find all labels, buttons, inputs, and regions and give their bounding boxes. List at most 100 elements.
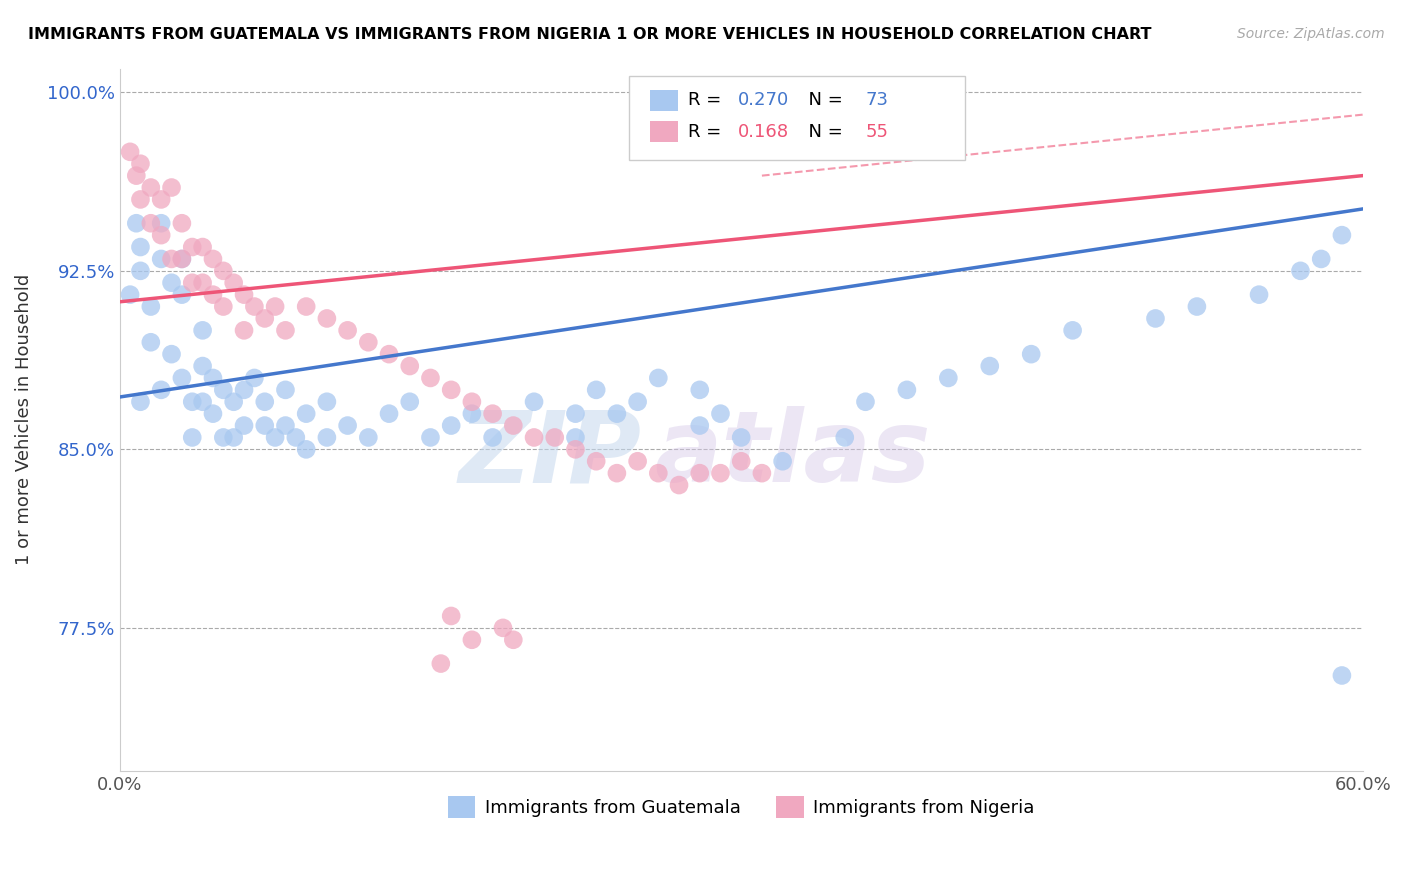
Point xyxy=(139,180,162,194)
Point xyxy=(125,169,148,183)
Point xyxy=(419,371,441,385)
Y-axis label: 1 or more Vehicles in Household: 1 or more Vehicles in Household xyxy=(15,274,32,566)
Point xyxy=(139,335,162,350)
Point xyxy=(274,418,297,433)
Point xyxy=(1330,668,1353,682)
Point xyxy=(1185,300,1208,314)
Point xyxy=(274,383,297,397)
Point xyxy=(564,407,586,421)
Point xyxy=(139,216,162,230)
Point xyxy=(212,430,235,444)
Point xyxy=(212,264,235,278)
Point xyxy=(626,454,648,468)
Point xyxy=(139,300,162,314)
Point xyxy=(1019,347,1042,361)
Point xyxy=(316,394,339,409)
Point xyxy=(419,430,441,444)
Point xyxy=(212,383,235,397)
Point xyxy=(461,632,484,647)
Text: 55: 55 xyxy=(866,123,889,141)
Point xyxy=(222,276,245,290)
Point xyxy=(201,371,224,385)
Point xyxy=(689,466,711,480)
Point xyxy=(1330,228,1353,243)
Point xyxy=(150,216,173,230)
Point xyxy=(243,300,266,314)
Point xyxy=(233,418,256,433)
Point xyxy=(120,145,142,159)
Text: N =: N = xyxy=(797,91,849,109)
Legend: Immigrants from Guatemala, Immigrants from Nigeria: Immigrants from Guatemala, Immigrants fr… xyxy=(441,789,1042,825)
Text: 73: 73 xyxy=(866,91,889,109)
Text: R =: R = xyxy=(688,123,727,141)
Point xyxy=(181,430,204,444)
Point xyxy=(274,323,297,337)
Point xyxy=(689,418,711,433)
Point xyxy=(440,383,463,397)
Point xyxy=(709,466,731,480)
Point xyxy=(295,407,318,421)
Point xyxy=(834,430,856,444)
Point xyxy=(544,430,567,444)
Text: atlas: atlas xyxy=(654,406,931,503)
Point xyxy=(430,657,453,671)
Point xyxy=(253,311,276,326)
Point xyxy=(378,407,401,421)
Point xyxy=(896,383,918,397)
Point xyxy=(357,430,380,444)
Point xyxy=(316,430,339,444)
Point xyxy=(564,430,586,444)
Point xyxy=(170,371,193,385)
Point xyxy=(191,276,214,290)
Point xyxy=(751,466,773,480)
Point xyxy=(191,394,214,409)
Point xyxy=(170,216,193,230)
Point xyxy=(1310,252,1333,266)
Point xyxy=(772,454,794,468)
Point xyxy=(264,300,287,314)
Point xyxy=(129,193,152,207)
Point xyxy=(855,394,877,409)
Point xyxy=(222,430,245,444)
Point xyxy=(730,430,752,444)
Point xyxy=(201,407,224,421)
Point xyxy=(336,418,359,433)
Point xyxy=(120,287,142,301)
Point xyxy=(585,383,607,397)
Point xyxy=(1289,264,1312,278)
Point xyxy=(316,311,339,326)
Point xyxy=(233,287,256,301)
Point xyxy=(160,252,183,266)
Point xyxy=(1247,287,1270,301)
Point xyxy=(201,252,224,266)
Point xyxy=(295,300,318,314)
Point xyxy=(709,407,731,421)
Point xyxy=(150,228,173,243)
Text: R =: R = xyxy=(688,91,727,109)
Point xyxy=(440,418,463,433)
Point xyxy=(523,394,546,409)
Bar xyxy=(651,121,678,142)
Point xyxy=(336,323,359,337)
Point xyxy=(243,371,266,385)
Point xyxy=(129,240,152,254)
Point xyxy=(150,193,173,207)
Point xyxy=(253,418,276,433)
Point xyxy=(481,407,503,421)
Point xyxy=(606,407,628,421)
Point xyxy=(502,418,524,433)
Point xyxy=(160,347,183,361)
Point xyxy=(222,394,245,409)
Point xyxy=(253,394,276,409)
Point xyxy=(181,276,204,290)
Point xyxy=(523,430,546,444)
Point xyxy=(647,466,669,480)
Point xyxy=(201,287,224,301)
Point xyxy=(979,359,1001,373)
Point xyxy=(564,442,586,457)
Point xyxy=(1144,311,1167,326)
Point xyxy=(150,383,173,397)
Point xyxy=(295,442,318,457)
Point xyxy=(191,323,214,337)
Point xyxy=(502,632,524,647)
